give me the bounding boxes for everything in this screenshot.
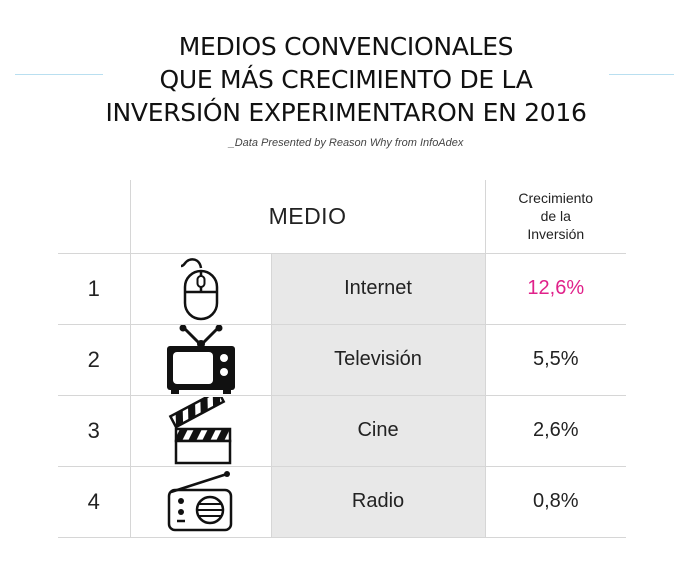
rank-cell: 4	[58, 465, 131, 538]
left-decorative-line	[15, 74, 103, 75]
growth-value: 0,8%	[484, 465, 627, 538]
header-growth: Crecimiento de la Inversión	[484, 180, 627, 254]
title-line-3: INVERSIÓN EXPERIMENTARON EN 2016	[105, 98, 587, 127]
header-growth-line-3: Inversión	[527, 226, 585, 243]
media-name: Radio	[270, 465, 486, 538]
title-line-2: QUE MÁS CRECIMIENTO DE LA	[159, 65, 533, 94]
rank-cell: 2	[58, 323, 131, 396]
media-name: Cine	[270, 394, 486, 467]
source-subtitle: _Data Presented by Reason Why from InfoA…	[228, 137, 464, 149]
icon-cell	[129, 323, 272, 396]
table-row: 4 Radio 0,8%	[58, 465, 627, 538]
header-growth-line-2: de la	[540, 208, 571, 225]
table-row: 3 Cine 2,6%	[58, 394, 627, 467]
media-table: MEDIO Crecimiento de la Inversión 1 Inte…	[58, 180, 627, 538]
radio-icon	[167, 470, 232, 531]
rank-cell: 3	[58, 394, 131, 467]
rank-cell: 1	[58, 252, 131, 325]
icon-cell	[129, 394, 272, 467]
media-name: Televisión	[270, 323, 486, 396]
header-row: MEDIO Crecimiento de la Inversión	[58, 180, 627, 254]
header-rank-cell	[58, 180, 131, 254]
table-row: 1 Internet 12,6%	[58, 252, 627, 325]
growth-value: 12,6%	[484, 252, 627, 325]
growth-value: 2,6%	[484, 394, 627, 467]
header-growth-line-1: Crecimiento	[518, 190, 594, 207]
chart-title: MEDIOS CONVENCIONALES QUE MÁS CRECIMIENT…	[0, 30, 692, 129]
header-medio: MEDIO	[129, 180, 486, 254]
table-row: 2 Televisión 5,5%	[58, 323, 627, 396]
clapperboard-icon	[168, 396, 231, 464]
tv-icon	[166, 324, 235, 394]
media-name: Internet	[270, 252, 486, 325]
right-decorative-line	[609, 74, 674, 75]
icon-cell	[129, 465, 272, 538]
mouse-icon	[180, 257, 218, 320]
growth-value: 5,5%	[484, 323, 627, 396]
title-line-1: MEDIOS CONVENCIONALES	[178, 32, 514, 61]
icon-cell	[129, 252, 272, 325]
title-block: MEDIOS CONVENCIONALES QUE MÁS CRECIMIENT…	[0, 30, 692, 129]
